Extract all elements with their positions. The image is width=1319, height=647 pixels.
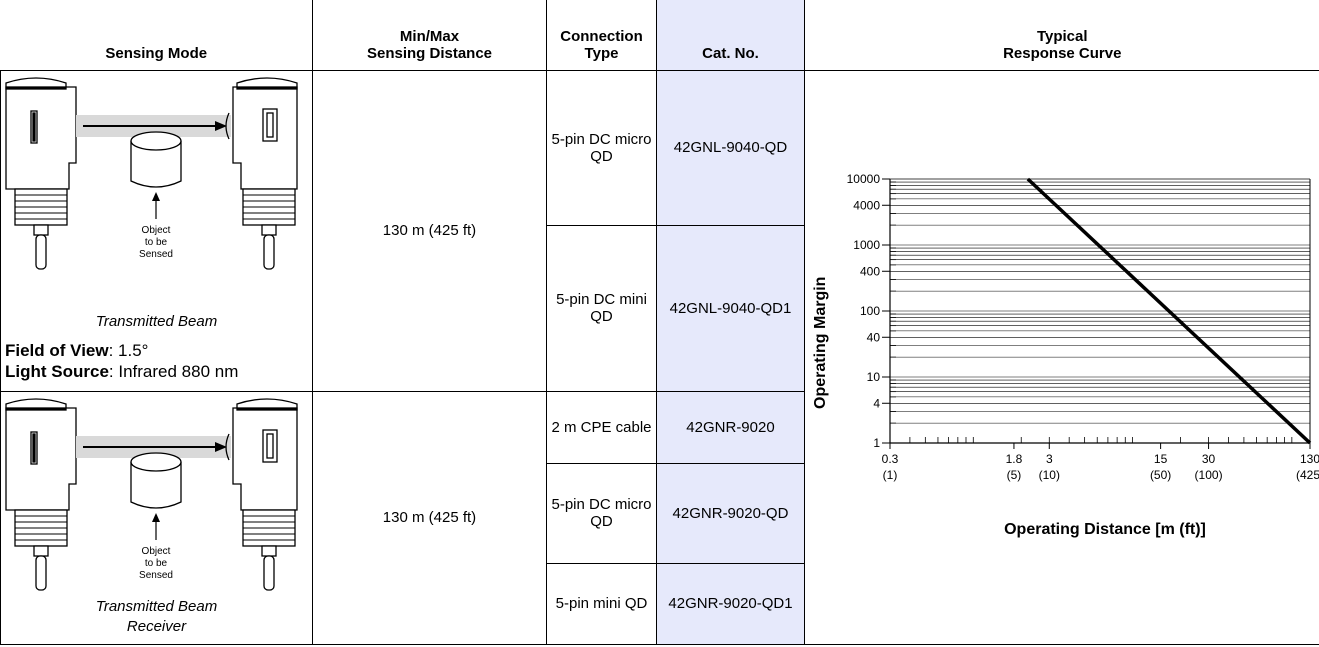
x-tick-sublabel: (425) (1296, 468, 1319, 482)
chart-ticks: 1 4 10 40 100 400 1000 4000 10000 0.3 (1) 1.8 (5) 3 (1… (847, 172, 1319, 482)
object-label-line1: Object (142, 546, 171, 557)
group1-distance: 130 m (425 ft) (313, 70, 547, 391)
group1-connection-2: 5-pin DC mini QD (547, 225, 657, 391)
group1-cat-no-1: 42GNL-9040-QD (657, 70, 805, 225)
header-cat-no: Cat. No. (657, 0, 805, 70)
chart-x-title: Operating Distance [m (ft)] (805, 521, 1319, 539)
group1-row1: Object to be Sensed Transmitted Beam Fie… (1, 70, 1319, 225)
x-tick-label: 15 (1154, 452, 1168, 466)
x-tick-sublabel: (50) (1150, 468, 1171, 482)
object-label-line2: to be (145, 558, 168, 569)
x-tick-sublabel: (5) (1007, 468, 1022, 482)
x-tick-label: 0.3 (882, 452, 899, 466)
response-curve-chart: 1 4 10 40 100 400 1000 4000 10000 0.3 (1) 1.8 (5) 3 (1… (805, 71, 1319, 643)
mode-caption-receiver: Receiver (1, 618, 312, 635)
group2-cat-no-2: 42GNR-9020-QD (657, 463, 805, 563)
field-of-view: Field of View: 1.5° (5, 341, 148, 361)
group1-cat-no-2: 42GNL-9040-QD1 (657, 225, 805, 391)
y-tick-label: 10000 (847, 172, 881, 186)
group2-connection-2: 5-pin DC micro QD (547, 463, 657, 563)
group2-connection-3: 5-pin mini QD (547, 564, 657, 644)
group2-cat-no-1: 42GNR-9020 (657, 391, 805, 463)
light-source: Light Source: Infrared 880 nm (5, 362, 238, 382)
response-curve-cell: 1 4 10 40 100 400 1000 4000 10000 0.3 (1) 1.8 (5) 3 (1… (805, 70, 1319, 644)
y-tick-label: 4000 (853, 198, 880, 212)
y-tick-label: 40 (867, 330, 881, 344)
header-sensing-mode: Sensing Mode (1, 0, 313, 70)
x-tick-label: 3 (1046, 452, 1053, 466)
mode-caption: Transmitted Beam (1, 598, 312, 615)
object-label-line3: Sensed (139, 249, 173, 260)
group2-sensing-mode: Object to be Sensed Transmitted Beam Rec… (1, 391, 313, 644)
x-tick-label: 1.8 (1006, 452, 1023, 466)
group1-sensing-mode: Object to be Sensed Transmitted Beam Fie… (1, 70, 313, 391)
x-tick-sublabel: (100) (1195, 468, 1223, 482)
y-tick-label: 1 (873, 436, 880, 450)
chart-grid (890, 179, 1310, 443)
y-tick-label: 100 (860, 304, 880, 318)
x-tick-sublabel: (10) (1039, 468, 1060, 482)
mode-caption: Transmitted Beam (1, 313, 312, 330)
x-tick-label: 130 (1300, 452, 1319, 466)
y-tick-label: 1000 (853, 238, 880, 252)
group2-cat-no-3: 42GNR-9020-QD1 (657, 564, 805, 644)
x-tick-label: 30 (1202, 452, 1216, 466)
x-tick-sublabel: (1) (883, 468, 898, 482)
y-tick-label: 400 (860, 264, 880, 278)
object-label-line3: Sensed (139, 570, 173, 581)
y-tick-label: 4 (873, 396, 880, 410)
response-curve-svg: 1 4 10 40 100 400 1000 4000 10000 0.3 (1) 1.8 (5) 3 (1… (805, 71, 1319, 643)
group1-connection-1: 5-pin DC micro QD (547, 70, 657, 225)
chart-y-title: Operating Margin (812, 276, 830, 408)
group2-connection-1: 2 m CPE cable (547, 391, 657, 463)
group2-distance: 130 m (425 ft) (313, 391, 547, 644)
object-label-line2: to be (145, 237, 168, 248)
y-tick-label: 10 (867, 370, 881, 384)
object-label-line1: Object (142, 225, 171, 236)
